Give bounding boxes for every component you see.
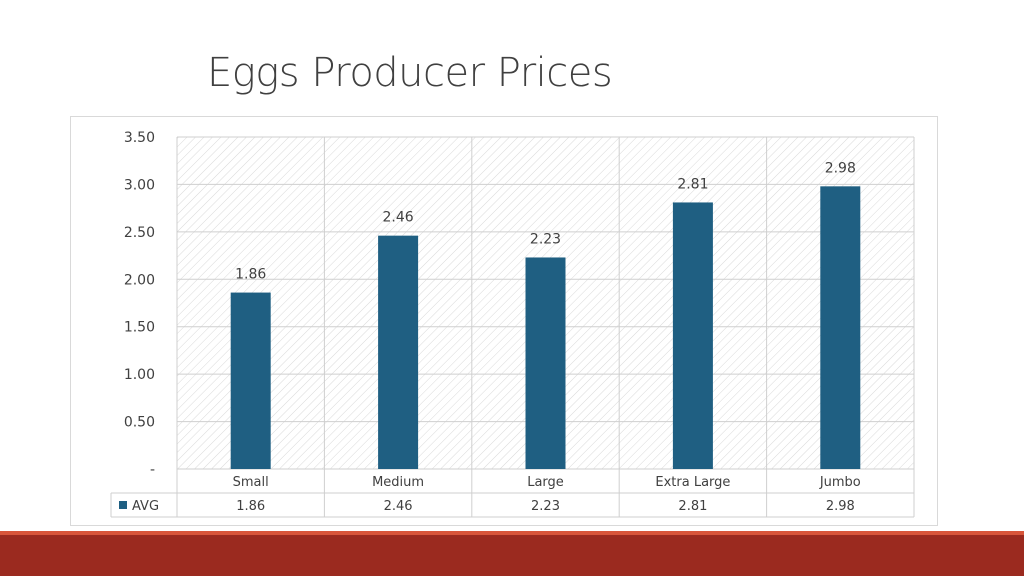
category-label: Large bbox=[527, 475, 564, 490]
data-label: 2.46 bbox=[383, 210, 414, 226]
data-label: 2.23 bbox=[530, 231, 561, 247]
table-value: 2.46 bbox=[384, 499, 413, 514]
category-label: Medium bbox=[372, 475, 424, 490]
data-label: 1.86 bbox=[235, 267, 266, 283]
legend-label: AVG bbox=[132, 499, 159, 514]
bar bbox=[525, 257, 566, 469]
y-tick-label: 1.50 bbox=[124, 320, 155, 336]
category-label: Extra Large bbox=[655, 475, 730, 490]
y-tick-label: 2.50 bbox=[124, 225, 155, 241]
bar bbox=[378, 235, 419, 469]
footer-bar bbox=[0, 535, 1024, 576]
legend-key bbox=[119, 501, 127, 509]
bar bbox=[820, 186, 861, 469]
bar bbox=[672, 202, 713, 470]
bar bbox=[230, 292, 271, 469]
table-value: 2.81 bbox=[678, 499, 707, 514]
y-tick-label: 1.00 bbox=[124, 367, 155, 383]
table-value: 2.23 bbox=[531, 499, 560, 514]
y-tick-label: 2.00 bbox=[124, 272, 155, 288]
bar-chart: - 0.50 1.00 1.50 2.00 2.50 3.00 3.50 1.86 Small 1.… bbox=[110, 130, 915, 518]
chart-frame: - 0.50 1.00 1.50 2.00 2.50 3.00 3.50 1.86 Small 1.… bbox=[70, 116, 938, 526]
y-tick-label: 0.50 bbox=[124, 415, 155, 431]
y-tick-label: 3.50 bbox=[124, 130, 155, 146]
category-label: Small bbox=[233, 475, 269, 490]
slide-title: Eggs Producer Prices bbox=[207, 50, 613, 96]
data-label: 2.81 bbox=[677, 176, 708, 192]
footer-accent-line bbox=[0, 531, 1024, 535]
y-tick-label: 3.00 bbox=[124, 177, 155, 193]
table-value: 2.98 bbox=[826, 499, 855, 514]
data-label: 2.98 bbox=[825, 160, 856, 176]
category-label: Jumbo bbox=[819, 475, 861, 490]
table-value: 1.86 bbox=[236, 499, 265, 514]
y-tick-label: - bbox=[150, 462, 155, 478]
